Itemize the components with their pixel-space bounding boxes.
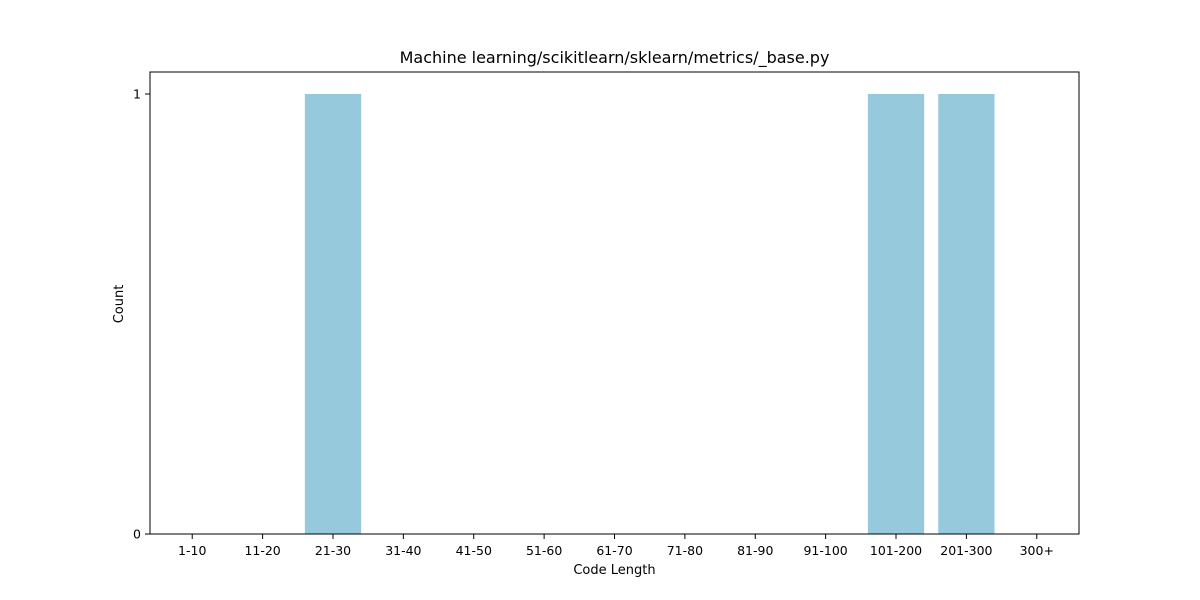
bars-group	[304, 94, 995, 534]
x-tick-label: 1-10	[178, 543, 206, 558]
x-tick-label: 91-100	[803, 543, 847, 558]
x-tick-label: 51-60	[526, 543, 562, 558]
x-tick-label: 71-80	[667, 543, 703, 558]
x-tick-label: 201-300	[940, 543, 992, 558]
chart-title: Machine learning/scikitlearn/sklearn/met…	[400, 48, 830, 68]
plot-frame	[149, 71, 1080, 535]
x-tick-label: 81-90	[737, 543, 773, 558]
x-tick-label: 31-40	[385, 543, 421, 558]
bar-201-300	[938, 94, 995, 534]
y-tick-label: 1	[133, 87, 141, 102]
bar-21-30	[304, 94, 362, 534]
x-tick-label: 300+	[1020, 543, 1054, 558]
x-tick-label: 21-30	[315, 543, 351, 558]
x-tick-label: 101-200	[870, 543, 922, 558]
x-tick-label: 61-70	[596, 543, 632, 558]
x-axis-ticks: 1-10 11-20 21-30 31-40 41-50 51-60 61-70 71-80 8…	[178, 534, 1054, 558]
bar-101-200	[867, 94, 925, 534]
x-tick-label: 41-50	[456, 543, 492, 558]
x-tick-label: 11-20	[244, 543, 280, 558]
y-tick-label: 0	[133, 527, 141, 542]
x-axis-label: Code Length	[573, 563, 655, 578]
y-axis-label: Count	[112, 285, 127, 324]
y-axis-ticks: 01	[133, 87, 150, 542]
